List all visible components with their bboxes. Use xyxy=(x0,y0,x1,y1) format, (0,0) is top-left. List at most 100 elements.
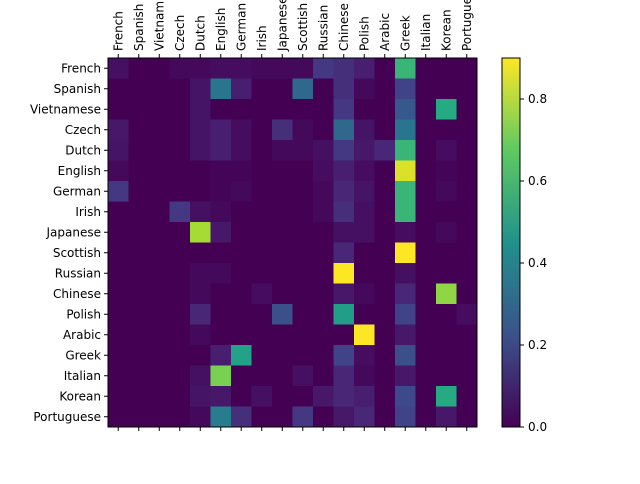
heatmap-cell xyxy=(395,365,416,387)
heatmap-cell xyxy=(374,242,396,264)
heatmap-cell xyxy=(354,283,375,305)
x-tick-label: Spanish xyxy=(132,4,146,51)
heatmap-cell xyxy=(149,99,170,120)
heatmap-cell xyxy=(374,160,396,182)
heatmap-cell xyxy=(313,99,334,120)
heatmap-cell xyxy=(128,365,150,387)
heatmap-cell xyxy=(456,242,478,264)
heatmap-cell xyxy=(436,222,457,243)
heatmap-cell xyxy=(436,263,457,284)
y-tick-label: Italian xyxy=(64,369,101,383)
heatmap-cell xyxy=(415,345,437,366)
heatmap-cell xyxy=(374,99,396,120)
heatmap-cell xyxy=(292,365,314,387)
heatmap-cell xyxy=(456,78,478,100)
heatmap-cell xyxy=(436,283,457,305)
x-tick-label: Japanese xyxy=(275,0,289,52)
heatmap-cell xyxy=(210,283,232,305)
y-tick-label: German xyxy=(53,184,101,198)
y-tick-label: Russian xyxy=(55,266,101,280)
heatmap-cell xyxy=(272,58,293,79)
heatmap-cell xyxy=(231,58,252,79)
heatmap-cell xyxy=(272,78,293,100)
heatmap-cell xyxy=(374,283,396,305)
heatmap-cell xyxy=(190,304,211,325)
heatmap-cell xyxy=(456,119,478,141)
heatmap-cell xyxy=(395,58,416,79)
heatmap-cell xyxy=(169,386,191,407)
heatmap-cell xyxy=(149,58,170,79)
heatmap-cell xyxy=(415,78,437,100)
heatmap-cell xyxy=(354,263,375,284)
heatmap-cell xyxy=(313,78,334,100)
heatmap-cell xyxy=(436,304,457,325)
heatmap-cell xyxy=(108,181,129,202)
heatmap-cell xyxy=(108,283,129,305)
heatmap-cell xyxy=(169,160,191,182)
heatmap-cell xyxy=(456,201,478,223)
heatmap-cell xyxy=(292,283,314,305)
heatmap-cell xyxy=(395,119,416,141)
heatmap-cell xyxy=(169,78,191,100)
heatmap-cell xyxy=(169,242,191,264)
heatmap-cell xyxy=(272,242,293,264)
heatmap-cell xyxy=(108,160,129,182)
heatmap-cell xyxy=(436,324,457,346)
heatmap-cell xyxy=(292,345,314,366)
heatmap-cell xyxy=(374,263,396,284)
heatmap-cell xyxy=(149,406,170,428)
heatmap-cell xyxy=(333,201,355,223)
heatmap-cell xyxy=(210,304,232,325)
heatmap-cell xyxy=(415,160,437,182)
heatmap-cell xyxy=(272,263,293,284)
heatmap-cell xyxy=(210,58,232,79)
heatmap-cell xyxy=(374,222,396,243)
heatmap-cell xyxy=(231,99,252,120)
heatmap-cell xyxy=(354,406,375,428)
x-tick-label: Czech xyxy=(173,15,187,51)
x-tick-label: French xyxy=(111,11,125,51)
heatmap-cell xyxy=(190,181,211,202)
heatmap-cell xyxy=(108,406,129,428)
heatmap-cell xyxy=(231,345,252,366)
heatmap-cell xyxy=(190,222,211,243)
heatmap-cell xyxy=(333,242,355,264)
heatmap-cell xyxy=(313,201,334,223)
heatmap-cell xyxy=(210,78,232,100)
heatmap-cell xyxy=(415,365,437,387)
heatmap-cell xyxy=(272,345,293,366)
y-tick-label: Portuguese xyxy=(33,410,101,424)
heatmap-cell xyxy=(190,386,211,407)
heatmap-cell xyxy=(190,140,211,161)
heatmap-cell xyxy=(149,263,170,284)
heatmap-cell xyxy=(190,324,211,346)
heatmap-cell xyxy=(292,140,314,161)
x-tick-label: Italian xyxy=(419,14,433,51)
heatmap-cell xyxy=(456,324,478,346)
heatmap-cell xyxy=(436,406,457,428)
heatmap-cell xyxy=(354,78,375,100)
heatmap-cell xyxy=(210,160,232,182)
heatmap-cell xyxy=(169,304,191,325)
heatmap-cell xyxy=(190,58,211,79)
heatmap-cell xyxy=(292,160,314,182)
heatmap-cell xyxy=(395,222,416,243)
heatmap-cell xyxy=(128,386,150,407)
heatmap-cell xyxy=(313,58,334,79)
heatmap-cell xyxy=(456,99,478,120)
heatmap-cell xyxy=(108,242,129,264)
heatmap-cell xyxy=(149,201,170,223)
heatmap-cell xyxy=(436,345,457,366)
heatmap-cell xyxy=(292,263,314,284)
heatmap-cell xyxy=(272,181,293,202)
heatmap-cell xyxy=(415,99,437,120)
heatmap-cell xyxy=(456,304,478,325)
heatmap-cell xyxy=(354,140,375,161)
heatmap-cell xyxy=(108,78,129,100)
heatmap-cell xyxy=(231,283,252,305)
heatmap-cell xyxy=(333,181,355,202)
heatmap-cell xyxy=(190,201,211,223)
heatmap-cell xyxy=(231,304,252,325)
colorbar-tick-label: 0.4 xyxy=(528,256,547,270)
heatmap-cell xyxy=(210,263,232,284)
